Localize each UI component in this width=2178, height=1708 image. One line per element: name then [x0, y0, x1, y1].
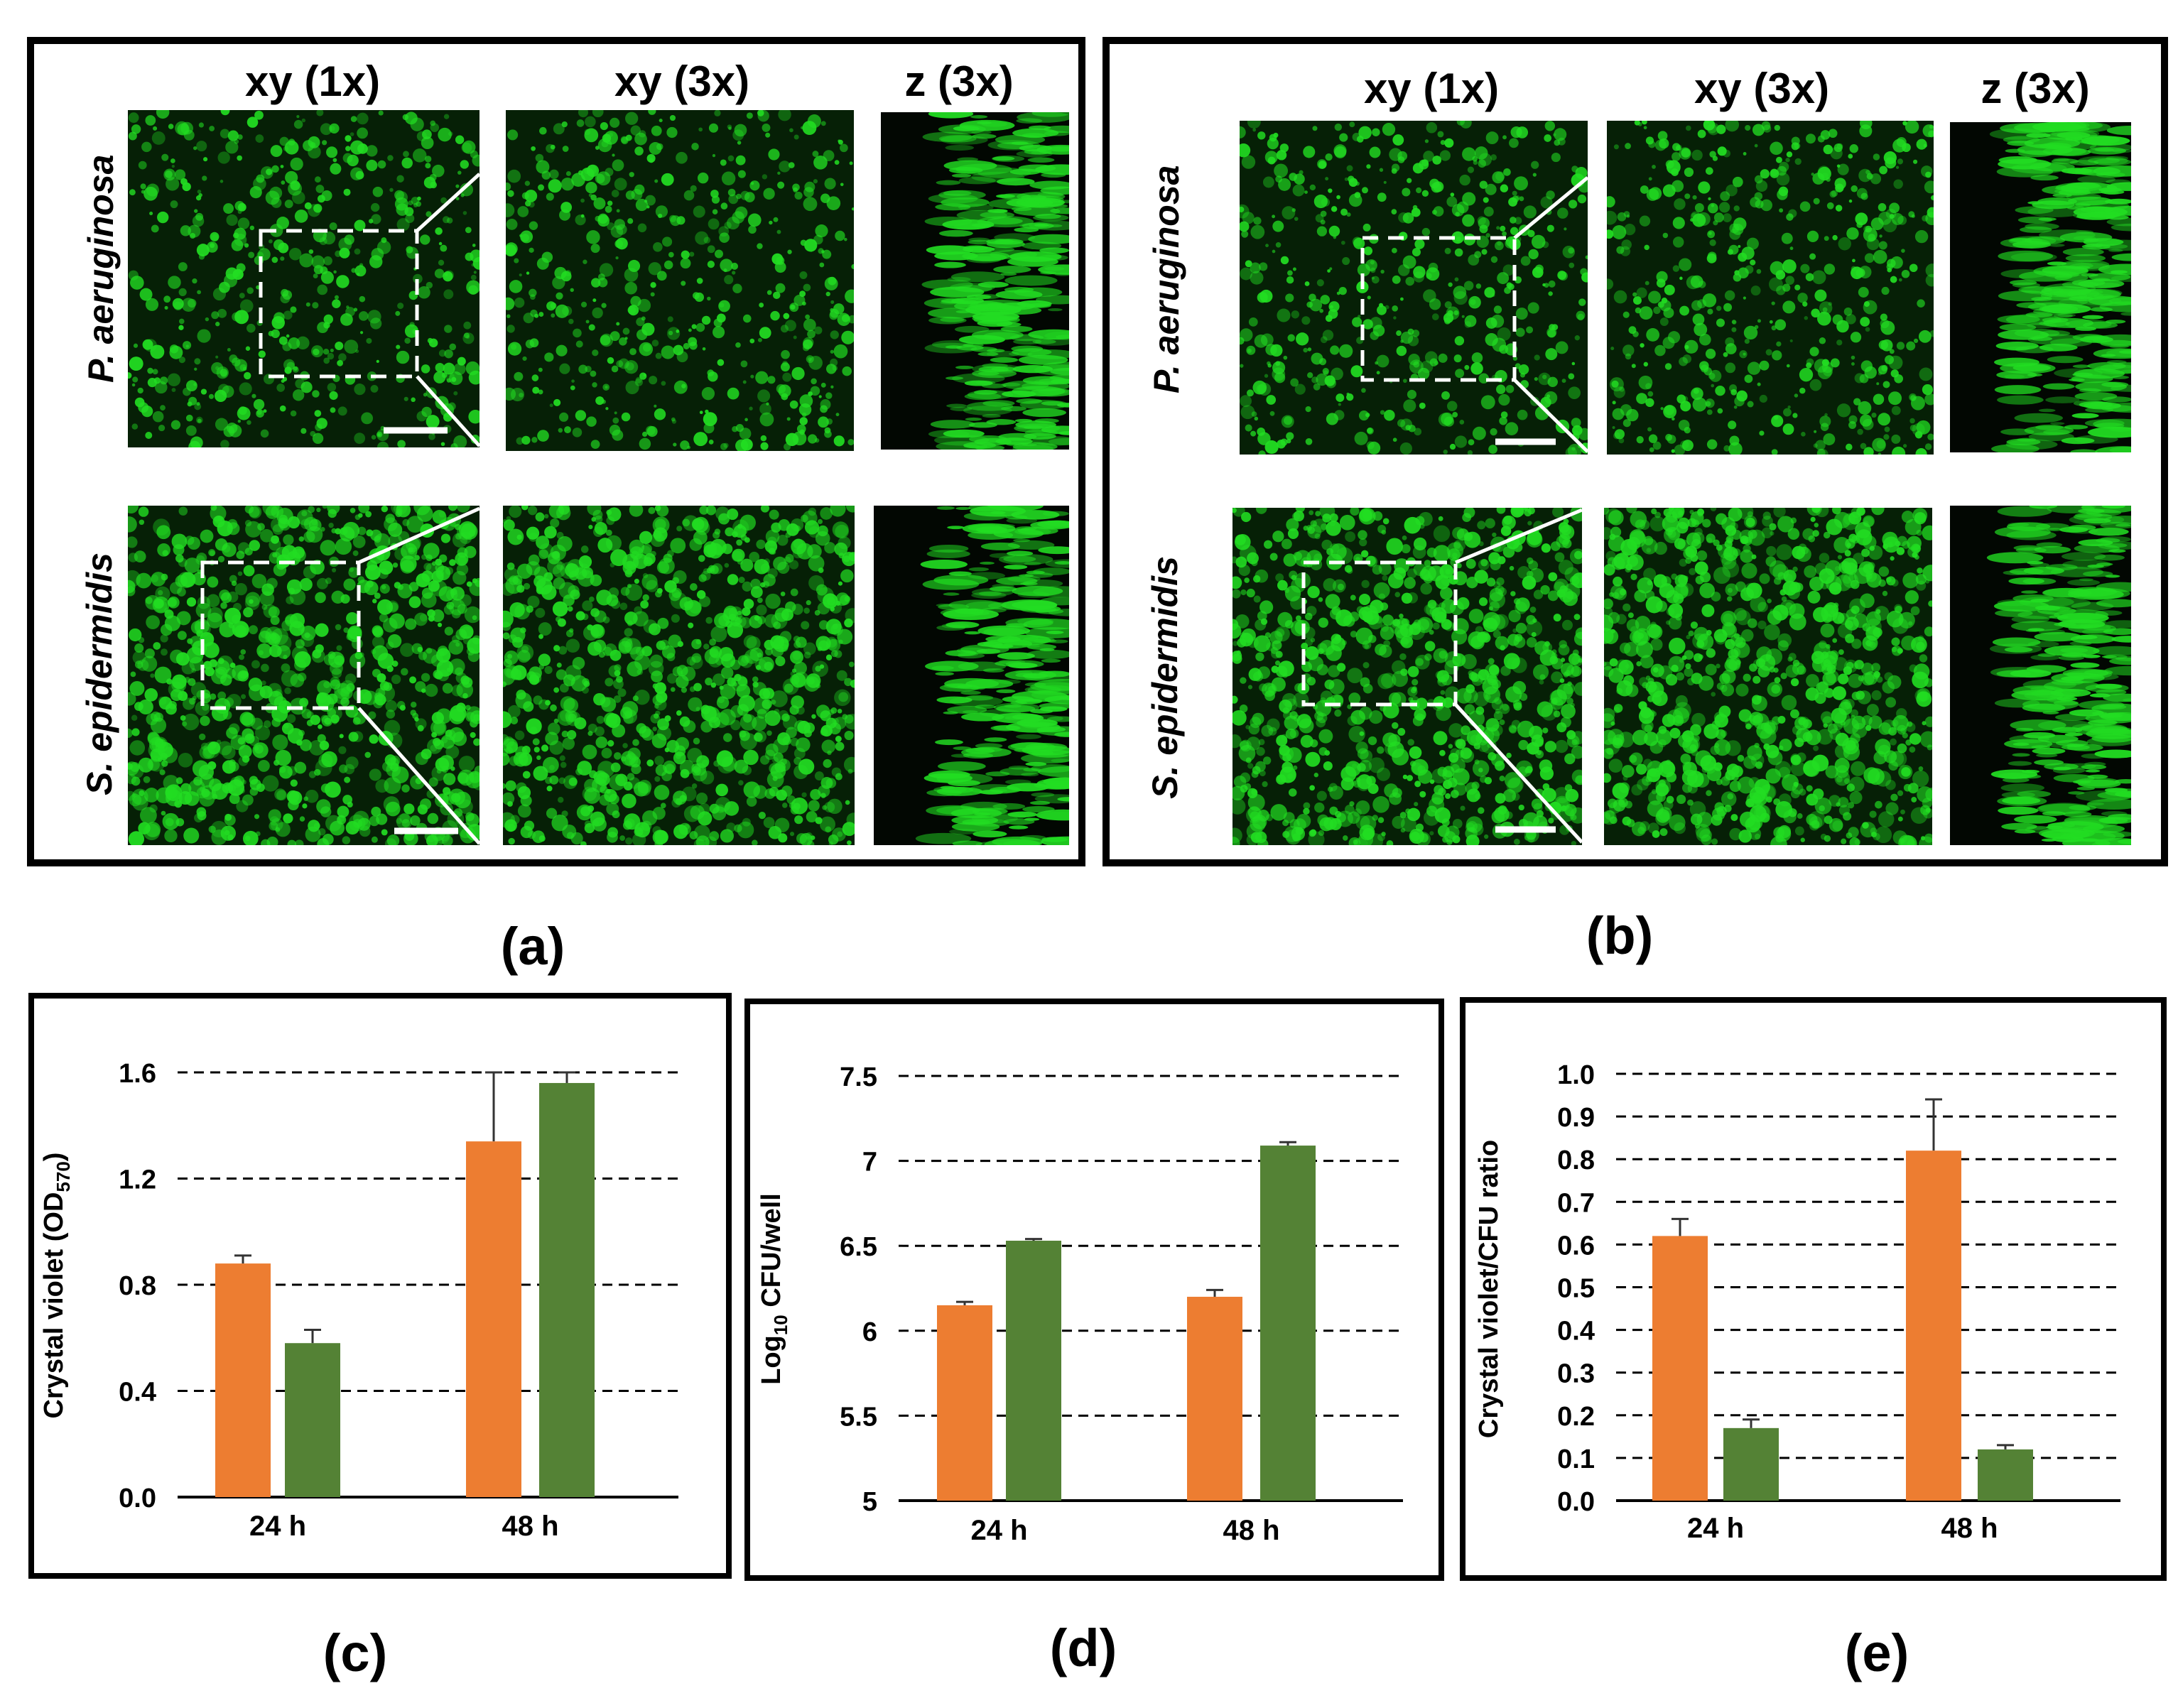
y-axis-label: Crystal violet/CFU ratio: [1474, 1140, 1504, 1438]
zoom-connector-line: [1454, 703, 1583, 844]
y-tick-label: 1.6: [119, 1059, 156, 1089]
zoom-connector-line: [1513, 176, 1589, 239]
y-tick-label: 0.9: [1557, 1103, 1595, 1133]
zoom-region-box: [200, 560, 361, 710]
micrograph-b-se-z3x: [1950, 501, 2152, 851]
chart-panel-c: [28, 993, 732, 1579]
micrograph-b-se-xy3x: [1596, 501, 1939, 853]
micrograph-b-se-xy1x: [1226, 501, 1588, 852]
x-category-label: 48 h: [502, 1511, 558, 1542]
y-tick-label: 0.3: [1557, 1359, 1595, 1389]
zoom-connector-line: [416, 375, 481, 447]
bar-green-1: [539, 1082, 595, 1497]
y-tick-label: 6: [862, 1317, 877, 1347]
micrograph-b-pa-z3x: [1950, 121, 2156, 457]
y-tick-label: 0.4: [119, 1378, 156, 1408]
micrograph-a-se-xy1x: [121, 498, 487, 850]
y-tick-label: 0.8: [1557, 1146, 1595, 1175]
y-tick-label: 1.2: [119, 1165, 156, 1195]
zoom-region-box: [259, 229, 419, 379]
col-header-xy3x: xy (3x): [1694, 65, 1830, 112]
panel-label-a: (a): [500, 917, 565, 976]
col-header-z3x: z (3x): [904, 58, 1014, 105]
panel-label-d: (d): [1049, 1619, 1117, 1677]
y-tick-label: 0.4: [1557, 1317, 1595, 1347]
bar-green-1: [1978, 1449, 2033, 1501]
bar-orange-1: [466, 1141, 521, 1497]
panel-label-b: (b): [1586, 906, 1654, 965]
bar-green-1: [1260, 1146, 1316, 1501]
y-tick-label: 5: [862, 1487, 877, 1517]
bar-orange-1: [1906, 1151, 1961, 1501]
y-axis-label: Log10 CFU/well: [757, 1193, 791, 1385]
zoom-region-box: [1360, 236, 1517, 382]
y-tick-label: 0.7: [1557, 1188, 1595, 1218]
y-tick-label: 0.1: [1557, 1445, 1595, 1474]
x-category-label: 48 h: [1941, 1513, 1998, 1544]
x-category-label: 24 h: [249, 1511, 306, 1542]
bar-green-0: [1723, 1427, 1779, 1501]
col-header-xy3x: xy (3x): [614, 58, 750, 105]
micrograph-b-pa-xy1x: [1233, 115, 1592, 459]
zoom-connector-line: [416, 173, 481, 232]
bar-green-0: [285, 1343, 340, 1497]
micrograph-a-se-xy3x: [494, 499, 861, 850]
bar-orange-0: [215, 1263, 271, 1497]
zoom-connector-line: [1513, 379, 1589, 453]
bar-orange-1: [1187, 1296, 1242, 1501]
y-tick-label: 0.6: [1557, 1231, 1595, 1261]
x-category-label: 24 h: [1687, 1513, 1744, 1544]
x-category-label: 24 h: [970, 1515, 1027, 1546]
y-tick-label: 0.2: [1557, 1402, 1595, 1432]
micrograph-b-pa-xy3x: [1602, 116, 1939, 460]
y-tick-label: 1.0: [1557, 1060, 1595, 1090]
bar-orange-0: [1652, 1236, 1708, 1501]
bar-green-0: [1006, 1241, 1061, 1501]
chart-panel-e: [1460, 997, 2167, 1581]
y-tick-label: 0.8: [119, 1271, 156, 1301]
panel-label-e: (e): [1844, 1623, 1909, 1682]
col-header-xy1x: xy (1x): [244, 58, 381, 105]
chart-panel-d: [744, 999, 1444, 1581]
bar-orange-0: [937, 1305, 992, 1501]
zoom-region-box: [1301, 560, 1458, 707]
x-category-label: 48 h: [1223, 1515, 1279, 1546]
zoom-connector-line: [357, 707, 481, 845]
y-axis-label: Crystal violet (OD570): [39, 1153, 74, 1419]
y-tick-label: 0.0: [1557, 1487, 1595, 1517]
col-header-z3x: z (3x): [1981, 65, 2090, 112]
micrograph-a-pa-xy3x: [500, 106, 859, 452]
y-tick-label: 5.5: [840, 1402, 877, 1432]
y-tick-label: 6.5: [840, 1232, 877, 1262]
zoom-connector-line: [357, 506, 481, 565]
micrograph-a-se-z3x: [874, 500, 1094, 850]
panel-label-c: (c): [323, 1623, 388, 1682]
y-tick-label: 7.5: [840, 1062, 877, 1092]
y-tick-label: 7: [862, 1148, 877, 1177]
y-tick-label: 0.5: [1557, 1274, 1595, 1304]
col-header-xy1x: xy (1x): [1363, 65, 1500, 112]
zoom-connector-line: [1455, 508, 1583, 565]
y-tick-label: 0.0: [119, 1484, 156, 1513]
